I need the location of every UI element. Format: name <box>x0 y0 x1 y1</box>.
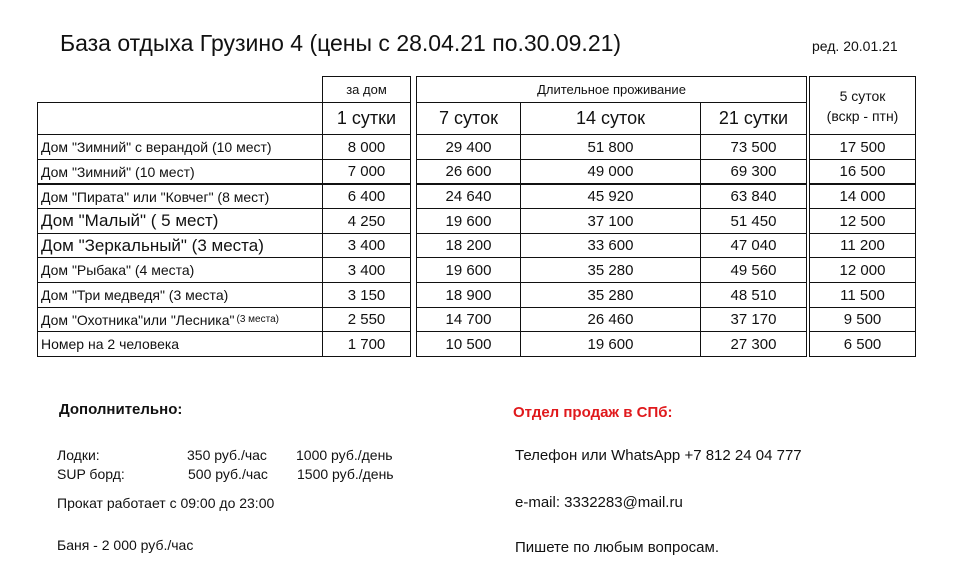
price-21-days: 73 500 <box>700 134 807 160</box>
col-header-5-days-line2: (вскр - птн) <box>826 107 899 124</box>
price-7-days: 19 600 <box>416 208 521 234</box>
price-14-days: 19 600 <box>520 331 701 357</box>
sup-day-price: 1500 руб./день <box>297 466 394 482</box>
price-21-days: 48 510 <box>700 282 807 308</box>
price-1-day: 4 250 <box>322 208 411 234</box>
price-14-days: 49 000 <box>520 159 701 184</box>
house-name-text: Дом "Рыбака" (4 места) <box>41 262 195 278</box>
boats-day-price: 1000 руб./день <box>296 447 393 463</box>
col-header-1-day: 1 сутки <box>322 102 411 135</box>
price-14-days: 35 280 <box>520 257 701 283</box>
price-5-days: 12 500 <box>809 208 916 234</box>
price-7-days: 18 200 <box>416 233 521 258</box>
sales-phone[interactable]: Телефон или WhatsApp +7 812 24 04 777 <box>515 447 802 464</box>
col-header-14-days: 14 суток <box>520 102 701 135</box>
price-5-days: 11 200 <box>809 233 916 258</box>
per-house-header: за дом <box>322 76 411 103</box>
price-14-days: 51 800 <box>520 134 701 160</box>
house-capacity-note: (3 места) <box>236 314 279 325</box>
house-name-text: Дом "Зимний" с верандой (10 мест) <box>41 139 272 155</box>
rental-hours: Прокат работает с 09:00 до 23:00 <box>57 495 275 511</box>
page-title: База отдыха Грузино 4 (цены с 28.04.21 п… <box>60 30 622 56</box>
price-14-days: 45 920 <box>520 183 701 209</box>
price-5-days: 11 500 <box>809 282 916 308</box>
house-name-text: Дом "Зимний" (10 мест) <box>41 163 195 180</box>
extras-heading: Дополнительно: <box>59 401 183 418</box>
price-7-days: 18 900 <box>416 282 521 308</box>
sauna-price: Баня - 2 000 руб./час <box>57 537 194 553</box>
price-1-day: 3 150 <box>322 282 411 308</box>
col-header-5-days-line1: 5 суток <box>839 87 886 104</box>
house-name-text: Дом "Малый" ( 5 мест) <box>41 211 219 230</box>
price-21-days: 37 170 <box>700 307 807 332</box>
price-1-day: 3 400 <box>322 257 411 283</box>
house-name-text: Номер на 2 человека <box>41 336 180 352</box>
sales-note: Пишете по любым вопросам. <box>515 539 720 556</box>
name-header-empty <box>37 102 323 135</box>
house-name-text: Дом "Охотника"или "Лесника" <box>41 311 235 328</box>
row-house-name: Дом "Зеркальный" (3 места) <box>37 233 323 258</box>
price-1-day: 2 550 <box>322 307 411 332</box>
house-name-text: Дом "Зеркальный" (3 места) <box>41 235 264 255</box>
price-7-days: 14 700 <box>416 307 521 332</box>
price-5-days: 14 000 <box>809 183 916 209</box>
house-name-text: Дом "Три медведя" (3 места) <box>41 287 229 303</box>
price-21-days: 63 840 <box>700 183 807 209</box>
sup-hour-price: 500 руб./час <box>188 466 268 482</box>
price-14-days: 26 460 <box>520 307 701 332</box>
sup-label: SUP борд: <box>57 466 125 482</box>
row-house-name: Дом "Рыбака" (4 места) <box>37 257 323 283</box>
price-7-days: 10 500 <box>416 331 521 357</box>
house-name-text: Дом "Пирата" или "Ковчег" (8 мест) <box>41 188 270 205</box>
price-5-days: 17 500 <box>809 134 916 160</box>
boats-label: Лодки: <box>57 447 100 463</box>
price-7-days: 29 400 <box>416 134 521 160</box>
price-21-days: 27 300 <box>700 331 807 357</box>
row-house-name: Дом "Малый" ( 5 мест) <box>37 208 323 234</box>
row-house-name: Номер на 2 человека <box>37 331 323 357</box>
price-5-days: 9 500 <box>809 307 916 332</box>
sales-heading: Отдел продаж в СПб: <box>513 404 673 421</box>
price-7-days: 26 600 <box>416 159 521 184</box>
price-21-days: 51 450 <box>700 208 807 234</box>
price-21-days: 49 560 <box>700 257 807 283</box>
price-1-day: 1 700 <box>322 331 411 357</box>
price-14-days: 37 100 <box>520 208 701 234</box>
long-stay-header: Длительное проживание <box>416 76 807 103</box>
price-5-days: 16 500 <box>809 159 916 184</box>
row-house-name: Дом "Три медведя" (3 места) <box>37 282 323 308</box>
price-1-day: 8 000 <box>322 134 411 160</box>
boats-hour-price: 350 руб./час <box>187 447 267 463</box>
row-house-name: Дом "Зимний" (10 мест) <box>37 159 323 184</box>
row-house-name: Дом "Охотника"или "Лесника" (3 места) <box>37 307 323 332</box>
row-house-name: Дом "Зимний" с верандой (10 мест) <box>37 134 323 160</box>
price-1-day: 3 400 <box>322 233 411 258</box>
col-header-21-days: 21 сутки <box>700 102 807 135</box>
price-5-days: 12 000 <box>809 257 916 283</box>
price-14-days: 35 280 <box>520 282 701 308</box>
price-7-days: 19 600 <box>416 257 521 283</box>
price-14-days: 33 600 <box>520 233 701 258</box>
edition-date: ред. 20.01.21 <box>812 38 898 54</box>
price-1-day: 6 400 <box>322 183 411 209</box>
price-5-days: 6 500 <box>809 331 916 357</box>
sales-email[interactable]: e-mail: 3332283@mail.ru <box>515 494 683 511</box>
price-1-day: 7 000 <box>322 159 411 184</box>
col-header-5-days: 5 суток (вскр - птн) <box>809 76 916 135</box>
row-house-name: Дом "Пирата" или "Ковчег" (8 мест) <box>37 183 323 209</box>
price-7-days: 24 640 <box>416 183 521 209</box>
col-header-7-days: 7 суток <box>416 102 521 135</box>
price-21-days: 69 300 <box>700 159 807 184</box>
price-21-days: 47 040 <box>700 233 807 258</box>
